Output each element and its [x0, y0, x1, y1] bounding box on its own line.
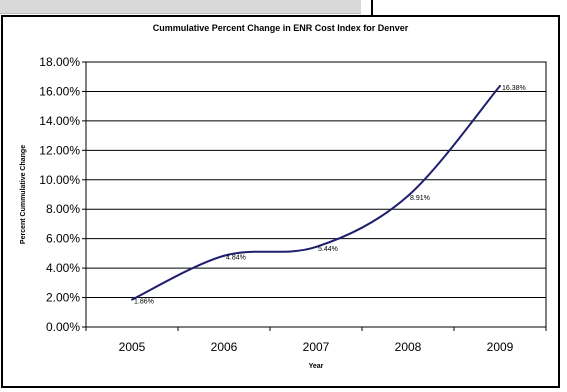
y-tick-label: 6.00% — [46, 232, 80, 246]
y-tick-label: 10.00% — [39, 173, 80, 187]
y-tick-label: 2.00% — [46, 291, 80, 305]
data-point — [407, 194, 409, 197]
line-chart: 0.00% 2.00% 4.00% 6.00% 8.00% 10.00% 12.00% 14.… — [20, 55, 547, 370]
x-axis-title: Year — [309, 363, 324, 370]
y-tick-label: 16.00% — [39, 84, 80, 98]
data-label: 1.86% — [134, 299, 154, 306]
y-axis-title: Percent Cummulative Change — [20, 145, 27, 244]
data-label: 5.44% — [318, 246, 338, 253]
data-label: 16.38% — [502, 85, 526, 92]
y-tick-label: 12.00% — [39, 143, 80, 157]
chart-area: Cummulative Percent Change in ENR Cost I… — [1, 15, 560, 388]
y-tick-label: 8.00% — [46, 202, 80, 216]
x-tick-label: 2008 — [395, 340, 422, 354]
top-gray-bar — [0, 0, 361, 14]
x-tick-label: 2009 — [487, 340, 514, 354]
data-point — [499, 84, 501, 87]
top-divider — [371, 0, 373, 15]
x-tick-label: 2005 — [119, 340, 146, 354]
y-tick-label: 18.00% — [39, 55, 80, 69]
data-label: 4.84% — [226, 255, 246, 262]
data-label: 8.91% — [410, 195, 430, 202]
plot-border — [85, 61, 547, 328]
y-tick-label: 14.00% — [39, 114, 80, 128]
data-point — [315, 245, 317, 248]
series-line — [131, 85, 501, 301]
top-strip — [0, 0, 567, 15]
y-tick-label: 0.00% — [46, 320, 80, 334]
data-point — [223, 254, 225, 257]
x-tick-label: 2006 — [211, 340, 238, 354]
y-tick-label: 4.00% — [46, 261, 80, 275]
data-point — [131, 298, 133, 301]
chart-title: Cummulative Percent Change in ENR Cost I… — [152, 23, 409, 33]
x-tick-label: 2007 — [303, 340, 330, 354]
